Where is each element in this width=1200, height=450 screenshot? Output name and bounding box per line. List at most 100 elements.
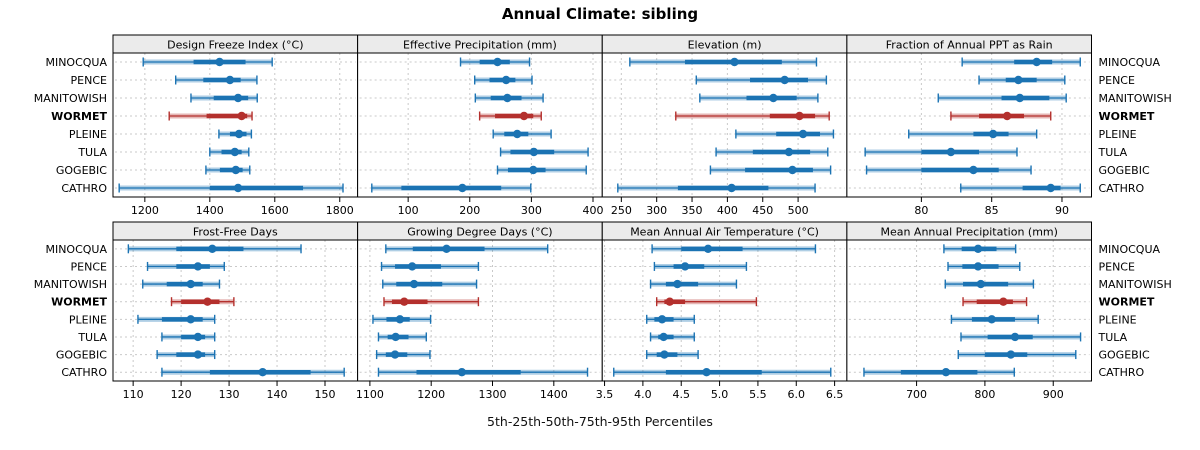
axis-tick-label: 900: [1043, 388, 1064, 401]
axis-tick-label: 300: [521, 204, 542, 217]
median-dot: [1010, 332, 1020, 342]
site-label-left: CATHRO: [61, 182, 107, 195]
median-dot: [941, 367, 951, 377]
site-label-left: WORMET: [51, 110, 107, 123]
median-dot: [503, 93, 512, 103]
axis-tick-label: 5.0: [711, 388, 729, 401]
site-label-right: TULA: [1098, 146, 1128, 159]
axis-tick-label: 1100: [356, 388, 384, 401]
median-dot: [231, 165, 240, 175]
median-dot: [702, 367, 711, 377]
median-dot: [193, 332, 203, 342]
median-dot: [987, 315, 996, 324]
median-dot: [186, 315, 195, 324]
median-dot: [233, 93, 243, 103]
axis-tick-label: 4.0: [634, 388, 652, 401]
strip-header: [846, 34, 1092, 54]
axis-tick-label: 85: [985, 204, 999, 217]
site-label-left: MANITOWISH: [34, 92, 107, 105]
site-label-right: MINOCQUA: [1099, 56, 1161, 69]
site-label-right: GOGEBIC: [1099, 164, 1150, 177]
median-dot: [660, 350, 669, 359]
median-dot: [969, 165, 978, 175]
axis-tick-label: 6.0: [788, 388, 806, 401]
strip-title: Mean Annual Air Temperature (°C): [630, 226, 819, 239]
median-dot: [391, 332, 400, 342]
median-dot: [409, 279, 419, 289]
median-dot: [680, 262, 690, 271]
axis-tick-label: 140: [267, 388, 288, 401]
axis-tick-label: 1400: [196, 204, 224, 217]
site-label-right: WORMET: [1099, 296, 1155, 309]
site-label-right: CATHRO: [1099, 182, 1145, 195]
median-dot: [973, 262, 983, 271]
site-label-left: MINOCQUA: [45, 243, 107, 256]
median-dot: [233, 183, 243, 193]
site-label-left: MINOCQUA: [45, 56, 107, 69]
site-label-left: PLEINE: [69, 128, 107, 141]
site-label-right: TULA: [1098, 331, 1128, 344]
median-dot: [225, 75, 235, 85]
axis-tick-label: 1200: [131, 204, 159, 217]
site-label-left: WORMET: [51, 296, 107, 309]
strip-title: Effective Precipitation (mm): [403, 39, 557, 52]
median-dot: [203, 297, 212, 306]
median-dot: [237, 111, 246, 121]
axis-tick-label: 110: [123, 388, 144, 401]
median-dot: [659, 332, 668, 342]
strip-title: Growing Degree Days (°C): [407, 226, 552, 239]
axis-tick-label: 3.5: [596, 388, 614, 401]
axis-tick-label: 1800: [326, 204, 354, 217]
strip-title: Design Freeze Index (°C): [167, 39, 303, 52]
site-label-left: GOGEBIC: [56, 349, 107, 362]
median-dot: [999, 297, 1008, 306]
site-label-left: GOGEBIC: [56, 164, 107, 177]
panel-background: [602, 240, 847, 381]
panel-background: [113, 53, 358, 197]
panel-background: [357, 240, 603, 381]
panel-background: [846, 53, 1092, 197]
axis-tick-label: 500: [788, 204, 809, 217]
site-label-left: TULA: [77, 146, 107, 159]
axis-tick-label: 1200: [417, 388, 445, 401]
axis-tick-label: 350: [682, 204, 703, 217]
median-dot: [442, 244, 451, 254]
axis-tick-label: 5.5: [749, 388, 767, 401]
median-dot: [798, 129, 808, 139]
median-dot: [458, 183, 467, 193]
median-dot: [208, 244, 217, 254]
median-dot: [493, 57, 502, 67]
median-dot: [1014, 75, 1023, 85]
panel-background: [602, 53, 847, 197]
median-dot: [769, 93, 778, 103]
axis-tick-label: 100: [398, 204, 419, 217]
site-label-right: WORMET: [1099, 110, 1155, 123]
median-dot: [1032, 57, 1041, 67]
median-dot: [788, 165, 797, 175]
median-dot: [703, 244, 713, 254]
chart-title: Annual Climate: sibling: [501, 5, 699, 23]
axis-tick-label: 1600: [261, 204, 289, 217]
axis-tick-label: 150: [315, 388, 336, 401]
axis-tick-label: 800: [974, 388, 995, 401]
median-dot: [193, 262, 203, 271]
axis-tick-label: 400: [583, 204, 604, 217]
axis-tick-label: 6.5: [826, 388, 844, 401]
site-label-left: CATHRO: [61, 366, 107, 379]
x-axis-label: 5th-25th-50th-75th-95th Percentiles: [487, 414, 713, 429]
median-dot: [230, 147, 240, 157]
median-dot: [186, 279, 195, 289]
panel-background: [846, 240, 1092, 381]
median-dot: [795, 111, 804, 121]
site-label-right: MANITOWISH: [1099, 92, 1172, 105]
median-dot: [946, 147, 956, 157]
axis-tick-label: 200: [459, 204, 480, 217]
median-dot: [665, 297, 674, 306]
site-label-left: PENCE: [71, 260, 107, 273]
median-dot: [529, 147, 539, 157]
strip-title: Frost-Free Days: [193, 226, 278, 239]
axis-tick-label: 4.5: [672, 388, 690, 401]
median-dot: [657, 315, 667, 324]
median-dot: [529, 165, 538, 175]
median-dot: [407, 262, 417, 271]
